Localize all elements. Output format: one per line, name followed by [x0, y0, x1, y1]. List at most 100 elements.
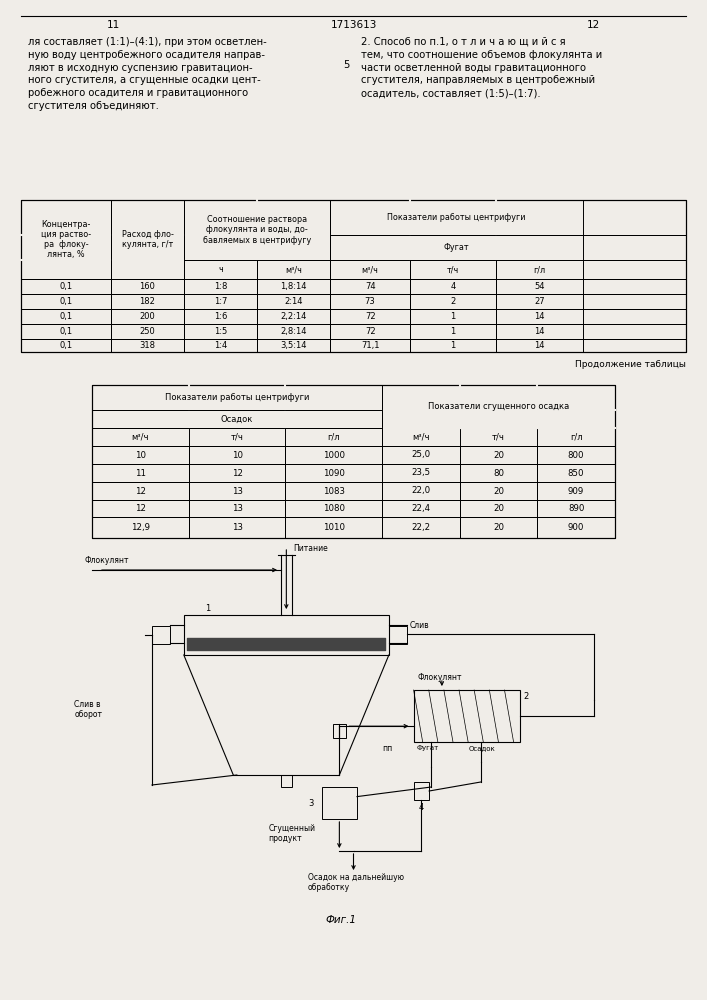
Text: 2,2:14: 2,2:14 [281, 312, 307, 321]
Text: 800: 800 [568, 450, 585, 460]
Text: 1713613: 1713613 [330, 20, 377, 30]
Text: 1010: 1010 [323, 523, 345, 532]
Text: Осадок: Осадок [221, 414, 253, 424]
Text: 22,0: 22,0 [411, 487, 431, 495]
Text: 25,0: 25,0 [411, 450, 431, 460]
Text: 20: 20 [493, 523, 504, 532]
Text: 909: 909 [568, 487, 584, 495]
Text: Концентра-
ция раство-
ра  флоку-
лянта, %: Концентра- ция раство- ра флоку- лянта, … [41, 220, 91, 259]
Text: 1000: 1000 [323, 450, 345, 460]
Bar [184, 615, 389, 655]
Text: 12,9: 12,9 [131, 523, 150, 532]
Text: 0,1: 0,1 [59, 341, 73, 350]
Text: 13: 13 [232, 523, 243, 532]
Text: г/л: г/л [327, 432, 340, 442]
Text: 1:5: 1:5 [214, 327, 227, 336]
Text: 22,4: 22,4 [411, 504, 431, 513]
Bar [414, 782, 429, 800]
Text: м³/ч: м³/ч [412, 432, 430, 442]
Text: 1083: 1083 [323, 487, 345, 495]
Text: 14: 14 [534, 341, 545, 350]
Text: 0,1: 0,1 [59, 312, 73, 321]
Text: 200: 200 [139, 312, 156, 321]
Text: 14: 14 [534, 327, 545, 336]
Text: Слив: Слив [410, 621, 430, 630]
Text: 1: 1 [450, 341, 456, 350]
Text: 850: 850 [568, 468, 585, 478]
Text: Фугат: Фугат [444, 243, 469, 252]
Text: 900: 900 [568, 523, 584, 532]
Text: 74: 74 [365, 282, 375, 291]
Text: 3,5:14: 3,5:14 [281, 341, 307, 350]
Text: Флокулянт: Флокулянт [85, 556, 129, 565]
Text: 4: 4 [419, 803, 424, 812]
Text: Осадок: Осадок [469, 745, 496, 751]
Text: 5: 5 [343, 60, 350, 70]
Text: пп: пп [382, 744, 392, 753]
Text: 0,1: 0,1 [59, 282, 73, 291]
Text: т/ч: т/ч [447, 265, 460, 274]
Text: Питание: Питание [293, 544, 328, 553]
Text: 4: 4 [450, 282, 456, 291]
Text: 23,5: 23,5 [411, 468, 431, 478]
Text: 20: 20 [493, 450, 504, 460]
Text: т/ч: т/ч [230, 432, 243, 442]
Text: 11: 11 [135, 468, 146, 478]
Text: 1080: 1080 [323, 504, 345, 513]
Text: м³/ч: м³/ч [285, 265, 302, 274]
Text: 2: 2 [523, 692, 528, 701]
Text: Фугат: Фугат [416, 745, 439, 751]
Text: 1: 1 [450, 312, 456, 321]
Text: Сгущенный
продукт: Сгущенный продукт [269, 824, 315, 843]
Text: 2,8:14: 2,8:14 [281, 327, 307, 336]
Text: 1: 1 [205, 604, 210, 613]
Bar [152, 626, 170, 644]
Text: Соотношение раствора
флокулянта и воды, до-
бавляемых в центрифугу: Соотношение раствора флокулянта и воды, … [203, 215, 311, 245]
Text: 10: 10 [135, 450, 146, 460]
Bar [92, 385, 615, 538]
Text: 27: 27 [534, 297, 545, 306]
Bar [92, 385, 615, 538]
Text: 1:8: 1:8 [214, 282, 227, 291]
Text: 73: 73 [365, 297, 375, 306]
Bar [414, 690, 520, 742]
Text: 1:4: 1:4 [214, 341, 227, 350]
Text: Показатели работы центрифуги: Показатели работы центрифуги [165, 393, 309, 402]
Text: 1,8:14: 1,8:14 [281, 282, 307, 291]
Text: 13: 13 [232, 487, 243, 495]
Text: 1:6: 1:6 [214, 312, 227, 321]
Text: Продолжение таблицы: Продолжение таблицы [575, 360, 686, 369]
Text: 12: 12 [135, 487, 146, 495]
Bar [281, 775, 292, 787]
Text: 20: 20 [493, 504, 504, 513]
Text: 12: 12 [135, 504, 146, 513]
Text: 2:14: 2:14 [284, 297, 303, 306]
Text: Осадок на дальнейшую
обработку: Осадок на дальнейшую обработку [308, 873, 404, 892]
Text: 20: 20 [493, 487, 504, 495]
Text: 1090: 1090 [323, 468, 345, 478]
Text: 54: 54 [534, 282, 545, 291]
Text: 3: 3 [308, 798, 313, 808]
Text: 0,1: 0,1 [59, 297, 73, 306]
Text: Расход фло-
кулянта, г/т: Расход фло- кулянта, г/т [122, 230, 173, 249]
Text: Флокулянт: Флокулянт [417, 673, 462, 682]
Text: 2. Способ по п.1, о т л и ч а ю щ и й с я
тем, что соотношение объемов флокулянт: 2. Способ по п.1, о т л и ч а ю щ и й с … [361, 37, 602, 98]
Text: м³/ч: м³/ч [132, 432, 149, 442]
Text: 318: 318 [139, 341, 156, 350]
Text: Слив в
оборот: Слив в оборот [74, 700, 103, 719]
Bar [322, 787, 357, 819]
Text: ля составляет (1:1)–(4:1), при этом осветлен-
ную воду центробежного осадителя н: ля составляет (1:1)–(4:1), при этом осве… [28, 37, 267, 111]
Text: 72: 72 [365, 312, 375, 321]
Text: 182: 182 [139, 297, 156, 306]
Text: 890: 890 [568, 504, 584, 513]
Bar [21, 200, 686, 352]
Text: 80: 80 [493, 468, 504, 478]
Text: 14: 14 [534, 312, 545, 321]
Bar [21, 200, 686, 352]
Text: 2: 2 [450, 297, 456, 306]
Text: Показатели работы центрифуги: Показатели работы центрифуги [387, 213, 526, 222]
Text: 0,1: 0,1 [59, 327, 73, 336]
Text: ч: ч [218, 265, 223, 274]
Text: Фиг.1: Фиг.1 [325, 915, 356, 925]
Text: 1:7: 1:7 [214, 297, 227, 306]
